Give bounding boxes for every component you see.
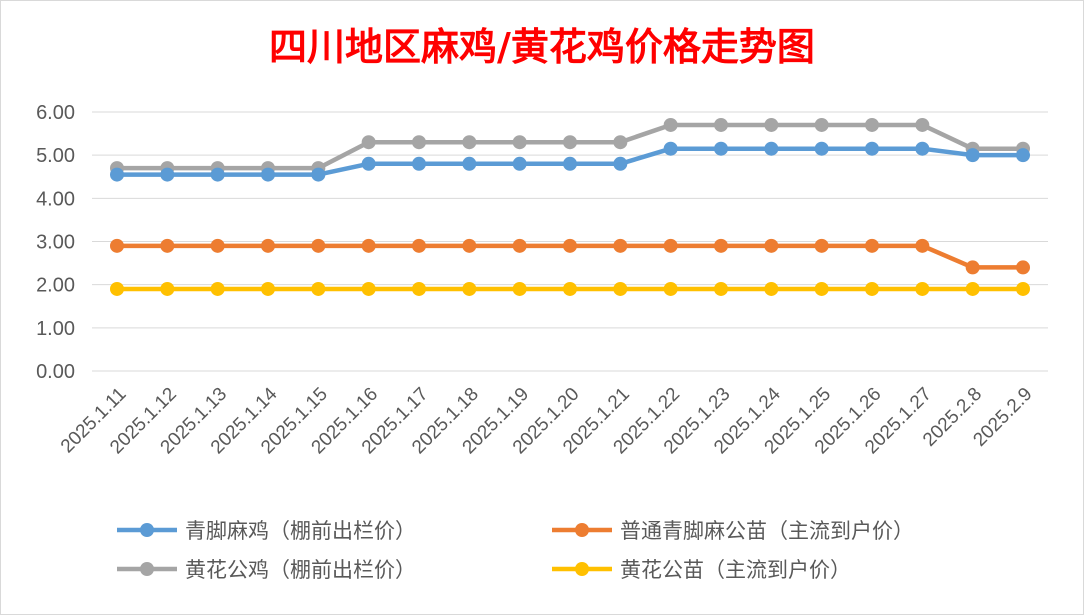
data-point [865,141,879,156]
y-axis-ticks: 0.00 1.00 2.00 3.00 4.00 5.00 6.00 [36,102,75,383]
data-point [361,135,376,150]
data-point [965,281,980,296]
data-point [915,117,930,132]
legend-item: 普通青脚麻公苗（主流到户价） [552,519,914,543]
data-point [714,281,728,296]
data-point [110,238,124,253]
data-point [563,135,577,150]
legend-label: 黄花公苗（主流到户价） [620,558,851,582]
data-point [865,117,879,132]
data-point [764,117,779,132]
data-point [462,135,477,150]
data-point [613,281,628,296]
data-point [663,238,678,253]
data-point [1016,281,1030,296]
data-point [814,281,829,296]
legend-swatch-marker [140,523,154,537]
data-point [311,167,326,182]
data-point [462,238,477,253]
data-point [512,135,527,150]
data-point [462,156,477,171]
data-point [1016,148,1030,163]
data-point [261,281,275,296]
series-layer [110,117,1030,296]
data-point [965,260,980,275]
y-tick-label: 3.00 [36,232,75,254]
legend-item: 黄花公鸡（棚前出栏价） [117,558,416,582]
data-point [915,141,930,156]
data-point [965,148,980,163]
legend: 青脚麻鸡（棚前出栏价） 普通青脚麻公苗（主流到户价） 黄花公鸡（棚前出栏价） 黄花公苗… [117,519,914,582]
data-point [462,281,477,296]
data-point [412,238,426,253]
data-point [663,281,678,296]
data-point [210,167,225,182]
series-1 [110,238,1030,275]
data-point [714,117,728,132]
data-point [210,281,225,296]
chart-title: 四川地区麻鸡/黄花鸡价格走势图 [269,24,815,69]
legend-item: 黄花公苗（主流到户价） [552,558,851,582]
data-point [764,141,779,156]
data-point [361,156,376,171]
data-point [160,167,175,182]
y-tick-label: 2.00 [36,275,75,297]
data-point [663,141,678,156]
legend-label: 青脚麻鸡（棚前出栏价） [185,519,416,543]
y-tick-label: 0.00 [36,361,75,383]
data-point [814,141,829,156]
data-point [160,281,175,296]
data-point [865,238,879,253]
legend-item: 青脚麻鸡（棚前出栏价） [117,519,416,543]
series-3 [110,281,1030,296]
data-point [311,281,326,296]
y-tick-label: 1.00 [36,318,75,340]
data-point [361,281,376,296]
data-point [261,167,275,182]
data-point [714,238,728,253]
legend-swatch-marker [575,562,589,576]
data-point [110,281,124,296]
data-point [512,238,527,253]
legend-label: 黄花公鸡（棚前出栏价） [185,558,416,582]
data-point [361,238,376,253]
data-point [613,238,628,253]
data-point [764,281,779,296]
data-point [210,238,225,253]
legend-label: 普通青脚麻公苗（主流到户价） [620,519,914,543]
data-point [865,281,879,296]
data-point [764,238,779,253]
data-point [714,141,728,156]
data-point [261,238,275,253]
data-point [613,156,628,171]
data-point [412,135,426,150]
data-point [160,238,175,253]
data-point [110,167,124,182]
data-point [512,281,527,296]
data-point [663,117,678,132]
data-point [563,156,577,171]
data-point [915,238,930,253]
data-point [563,281,577,296]
series-0 [110,141,1030,182]
legend-swatch-marker [575,523,589,537]
data-point [412,156,426,171]
data-point [915,281,930,296]
data-point [1016,260,1030,275]
legend-swatch-marker [140,562,154,576]
data-point [814,117,829,132]
data-point [814,238,829,253]
y-tick-label: 6.00 [36,102,75,124]
data-point [512,156,527,171]
data-point [563,238,577,253]
data-point [412,281,426,296]
y-tick-label: 4.00 [36,188,75,210]
data-point [613,135,628,150]
y-tick-label: 5.00 [36,145,75,167]
data-point [311,238,326,253]
